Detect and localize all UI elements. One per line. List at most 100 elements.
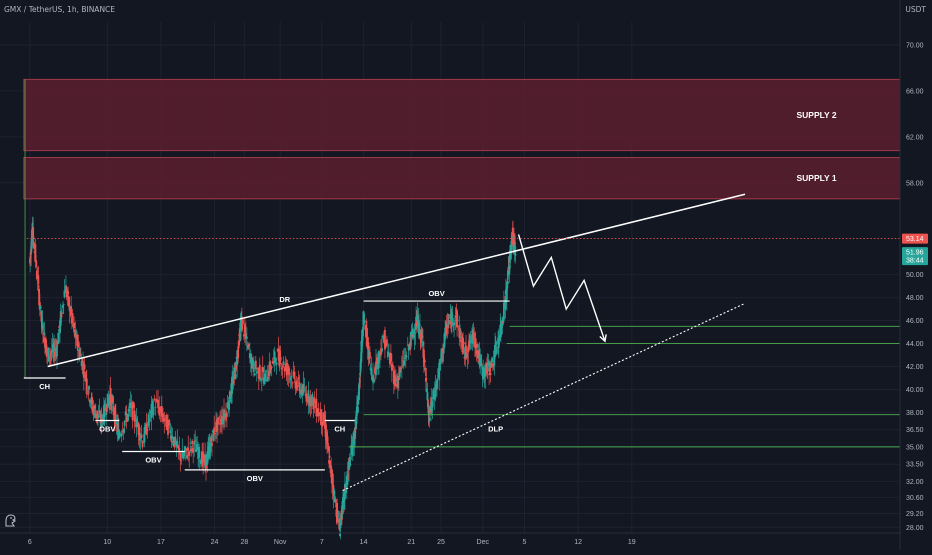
candle-body (246, 344, 249, 349)
candle-body (136, 424, 139, 427)
candle-body (358, 385, 360, 400)
candle-body (349, 464, 352, 465)
candle-body (413, 335, 416, 338)
candle-body (104, 408, 107, 411)
candle-body (146, 429, 149, 431)
price-tick-label: 32.00 (906, 479, 924, 486)
drawings[interactable]: CH OBV OBV OBV CH OBV DR DLP (23, 79, 900, 492)
candle-body (117, 423, 119, 429)
price-tick-label: 40.00 (906, 387, 924, 394)
price-tick-label: 30.60 (906, 495, 924, 502)
candle-body (498, 334, 501, 342)
candle-body (452, 322, 455, 325)
candle-body (431, 401, 434, 408)
price-tick-label: 66.00 (906, 88, 924, 95)
supply-zones[interactable]: SUPPLY 2 SUPPLY 1 (23, 78, 901, 200)
candle-body (358, 387, 361, 389)
candle-body (376, 357, 378, 365)
candle-body (428, 417, 431, 421)
candle-body (442, 344, 445, 354)
candle-body (245, 336, 248, 339)
candle-body (328, 459, 330, 464)
candle-body (159, 407, 162, 413)
candle-body (93, 410, 96, 416)
candle-body (189, 442, 192, 444)
candle-body (220, 418, 222, 424)
candle-body (240, 316, 243, 330)
price-tick-label: 42.00 (906, 364, 924, 371)
projection-path[interactable] (517, 234, 606, 342)
candle-body (180, 460, 183, 462)
candle-body (211, 442, 213, 447)
candle-body (306, 400, 309, 402)
candle-body (143, 427, 146, 443)
candle-body (331, 478, 334, 488)
candle-body (487, 360, 490, 367)
candle-body (43, 332, 46, 335)
candle-body (142, 441, 145, 443)
candle-body (293, 371, 296, 379)
candle-body (425, 377, 427, 382)
candle-body (98, 410, 101, 415)
candle-body (454, 315, 457, 318)
candle-body (467, 346, 470, 353)
candle-body (489, 372, 492, 375)
supply-zone[interactable] (23, 78, 901, 152)
candle-body (387, 351, 389, 358)
candle-body (395, 383, 398, 387)
candle-body (40, 311, 43, 322)
candle-body (333, 489, 336, 495)
price-tick-label: 46.00 (906, 318, 924, 325)
candle-body (114, 408, 117, 427)
candle-body (411, 328, 414, 338)
candle-body (488, 373, 491, 376)
candle-body (375, 361, 377, 376)
candle-body (242, 334, 245, 337)
candle-body (328, 455, 331, 458)
candle-body (210, 437, 213, 442)
candle-body (133, 410, 136, 422)
candle-body (229, 397, 232, 402)
candle-body (128, 403, 131, 409)
price-tick-label: 70.00 (906, 42, 924, 49)
trendline[interactable] (342, 302, 746, 492)
candle-body (459, 330, 461, 333)
candle-body (74, 330, 77, 337)
supply-zone-label: SUPPLY 2 (796, 110, 836, 120)
candle-body (59, 320, 61, 334)
projection-arrowhead (599, 334, 607, 343)
candle-body (32, 242, 35, 249)
level-label: OBV (145, 455, 161, 464)
candle-body (459, 339, 462, 342)
trendline[interactable] (47, 193, 746, 368)
candle-body (370, 368, 373, 376)
candle-body (87, 393, 90, 395)
candle-body (144, 425, 147, 432)
candle-body (460, 336, 463, 337)
candle-body (222, 418, 224, 425)
candle-body (273, 351, 276, 364)
candle-body (299, 390, 302, 395)
candle-body (149, 411, 152, 413)
candle-body (190, 448, 193, 452)
candle-body (502, 318, 505, 322)
candle-body (496, 347, 499, 349)
candle-body (427, 413, 430, 415)
candle-body (169, 430, 172, 434)
candle-body (243, 324, 246, 334)
candle-body (453, 323, 455, 326)
candle-body (44, 337, 46, 348)
candle-body (265, 379, 268, 382)
candle-body (207, 446, 210, 458)
candle-body (318, 414, 321, 416)
candle-body (497, 337, 500, 348)
candle-body (164, 415, 167, 417)
candle-body (444, 327, 447, 340)
candle-body (313, 397, 316, 404)
candle-body (82, 363, 84, 365)
candle-body (41, 321, 44, 330)
supply-zone[interactable] (23, 157, 901, 200)
candle-body (60, 312, 63, 318)
